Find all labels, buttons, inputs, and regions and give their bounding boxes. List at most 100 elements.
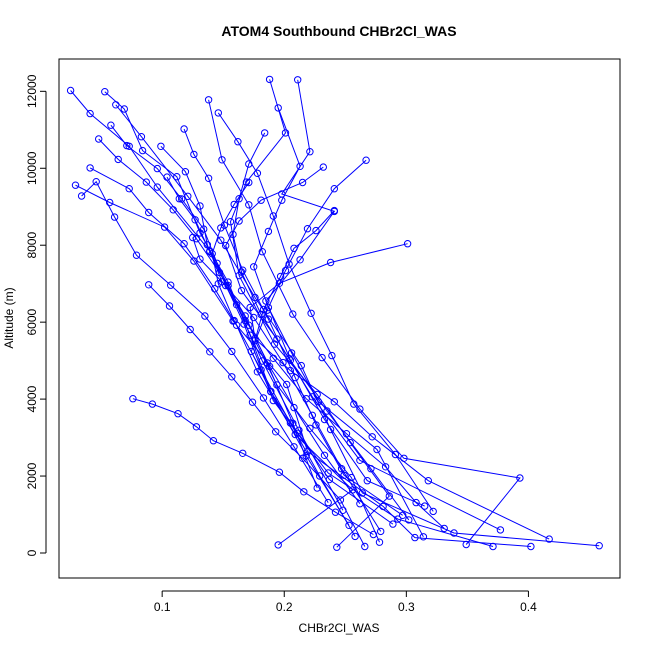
data-point	[189, 233, 197, 242]
data-point	[320, 415, 329, 424]
data-point	[331, 508, 340, 516]
series-15	[222, 163, 505, 534]
series-25	[250, 104, 428, 541]
data-point	[295, 426, 303, 434]
data-point	[275, 279, 284, 287]
data-point	[276, 272, 285, 281]
series-line	[132, 398, 374, 535]
data-point	[278, 196, 286, 204]
data-point	[120, 105, 129, 113]
data-point	[264, 227, 273, 236]
data-point	[496, 526, 505, 534]
data-point	[204, 96, 213, 104]
data-point	[330, 206, 338, 215]
data-point	[229, 230, 237, 239]
x-axis-label: CHBr2Cl_WAS	[299, 621, 380, 635]
data-point	[361, 542, 369, 551]
data-point	[279, 358, 287, 367]
data-point	[421, 502, 429, 510]
data-point	[173, 173, 181, 181]
data-point	[281, 129, 290, 137]
data-point	[200, 225, 208, 233]
data-point	[287, 349, 296, 357]
data-point	[377, 527, 385, 536]
data-point	[114, 155, 122, 164]
data-point	[148, 400, 157, 408]
series-line	[98, 138, 318, 489]
data-point	[145, 208, 153, 217]
data-point	[296, 256, 304, 264]
data-point	[253, 169, 262, 178]
y-axis-label: Altitude (m)	[2, 287, 16, 348]
y-tick-label: 12000	[25, 74, 39, 108]
data-point	[181, 168, 190, 176]
data-point	[92, 178, 100, 186]
series-line	[217, 112, 434, 512]
data-point	[306, 148, 314, 156]
data-point	[273, 335, 281, 343]
data-point	[196, 255, 204, 263]
data-point	[316, 472, 324, 480]
data-point	[250, 313, 258, 322]
data-point	[245, 201, 253, 209]
data-point	[228, 347, 236, 356]
data-point	[258, 357, 266, 365]
data-point	[239, 449, 247, 457]
data-point	[440, 524, 448, 533]
data-point	[107, 121, 115, 129]
series-line	[229, 79, 390, 548]
data-point	[419, 533, 428, 541]
data-point	[411, 533, 419, 542]
series-line	[232, 132, 410, 521]
data-point	[330, 185, 338, 193]
data-point	[180, 240, 188, 248]
data-point	[368, 433, 376, 441]
data-point	[86, 164, 94, 172]
data-point	[312, 226, 320, 235]
data-point	[132, 251, 141, 259]
data-point	[206, 348, 214, 356]
data-point	[289, 310, 297, 318]
data-point	[214, 280, 223, 288]
data-point	[235, 195, 243, 203]
data-point	[281, 266, 290, 275]
data-point	[218, 156, 226, 164]
chart-title: ATOM4 Southbound CHBr2Cl_WAS	[221, 23, 456, 39]
data-point	[230, 200, 238, 209]
data-point	[351, 532, 359, 541]
data-point	[214, 109, 223, 117]
data-point	[303, 225, 312, 233]
data-point	[217, 236, 225, 244]
data-point	[362, 156, 370, 164]
series-line	[225, 166, 501, 531]
x-tick-label: 0.3	[398, 600, 415, 614]
data-point	[286, 419, 295, 427]
data-point	[462, 540, 470, 549]
data-point	[138, 146, 147, 155]
series-5	[226, 75, 393, 551]
data-point	[302, 395, 310, 403]
series-line	[75, 184, 531, 547]
data-point	[101, 88, 109, 96]
data-point	[232, 321, 241, 329]
data-point	[326, 258, 335, 267]
data-point	[545, 535, 553, 543]
data-point	[340, 471, 348, 479]
series-12	[77, 178, 332, 507]
data-point	[258, 248, 266, 256]
data-point	[123, 141, 131, 150]
data-point	[157, 142, 165, 151]
data-point	[290, 403, 298, 412]
data-point	[267, 388, 275, 396]
data-point	[261, 129, 269, 137]
series-23	[229, 129, 413, 524]
series-4	[204, 96, 524, 549]
data-point	[235, 217, 243, 225]
data-point	[375, 538, 384, 546]
data-point	[527, 542, 535, 551]
x-tick-label: 0.4	[520, 600, 537, 614]
data-point	[226, 218, 235, 226]
data-point	[264, 315, 273, 323]
data-point	[356, 500, 364, 508]
